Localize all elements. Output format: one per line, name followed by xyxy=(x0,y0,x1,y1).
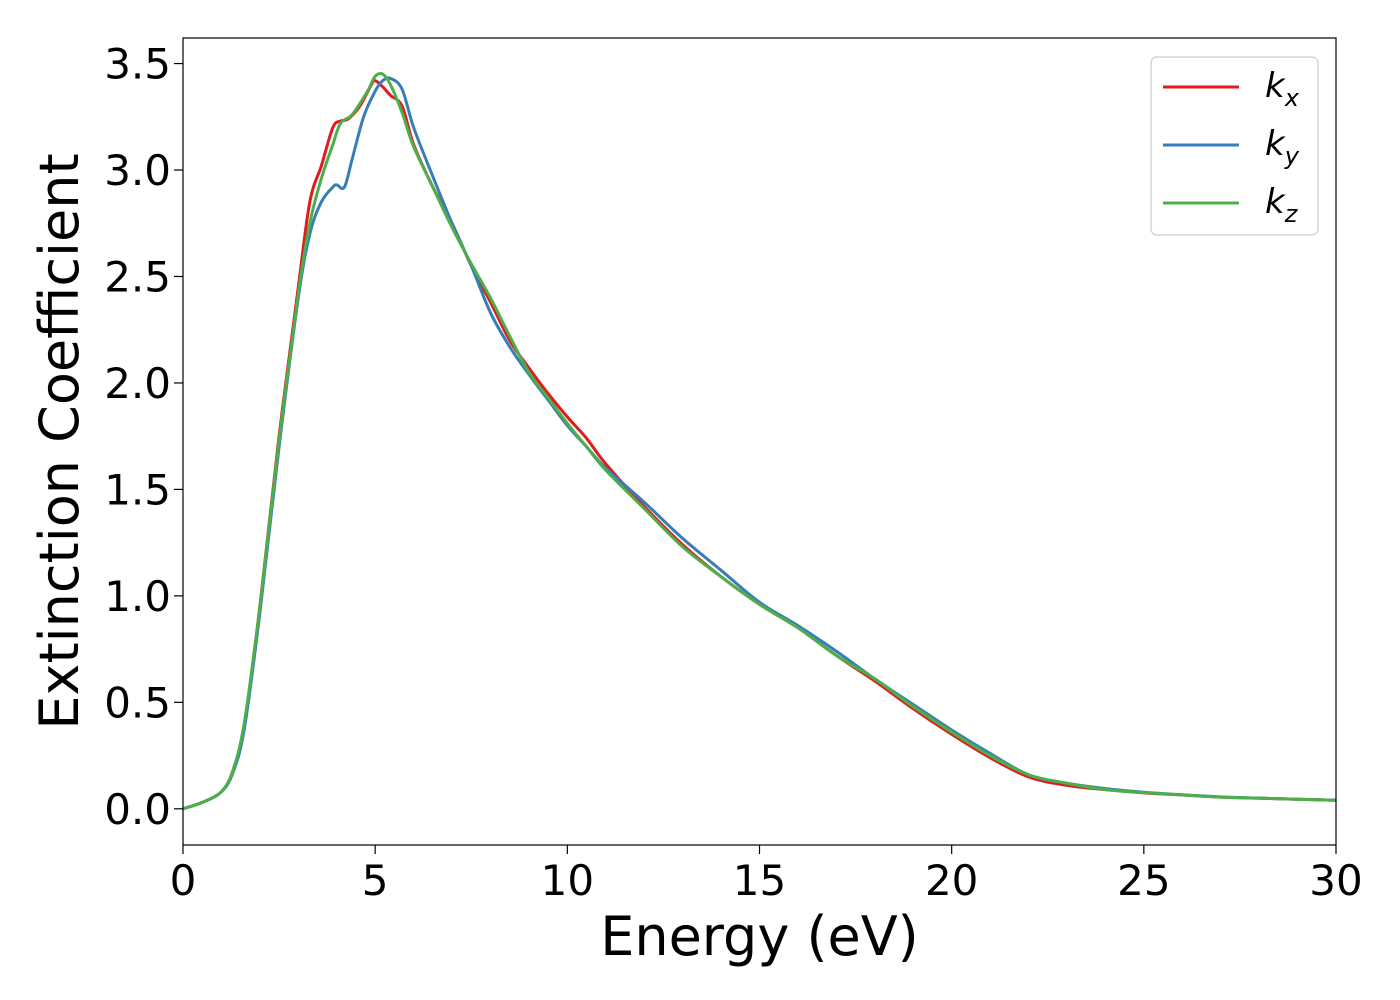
y-tick-label: 1.5 xyxy=(104,465,171,514)
y-tick-label: 0.0 xyxy=(104,785,171,834)
y-tick-label: 2.0 xyxy=(104,359,171,408)
y-tick-label: 3.0 xyxy=(104,146,171,195)
legend-label-z: kz xyxy=(1265,182,1299,228)
x-tick-label: 10 xyxy=(541,856,594,905)
x-tick-label: 20 xyxy=(925,856,978,905)
series-layer xyxy=(182,72,1337,811)
x-tick-label: 30 xyxy=(1309,856,1362,905)
y-tick-label: 3.5 xyxy=(104,40,171,89)
legend-label-x: kx xyxy=(1265,66,1300,112)
ticks-layer: 0 5 10 15 20 25 30 0.0 0.5 1.0 1.5 2.0 2.5 3.0 3.5 xyxy=(104,40,1363,905)
x-tick-label: 0 xyxy=(170,856,197,905)
y-axis-label: Extinction Coefficient xyxy=(28,153,91,729)
x-tick-label: 25 xyxy=(1117,856,1170,905)
series-line-z xyxy=(182,72,1337,811)
x-tick-label: 5 xyxy=(362,856,389,905)
y-tick-label: 0.5 xyxy=(104,678,171,727)
legend-label-y: ky xyxy=(1265,124,1300,170)
legend: kx ky kz xyxy=(1150,56,1319,236)
y-tick-label: 1.0 xyxy=(104,572,171,621)
y-tick-label: 2.5 xyxy=(104,252,171,301)
x-tick-label: 15 xyxy=(733,856,786,905)
x-axis-label: Energy (eV) xyxy=(600,905,919,968)
